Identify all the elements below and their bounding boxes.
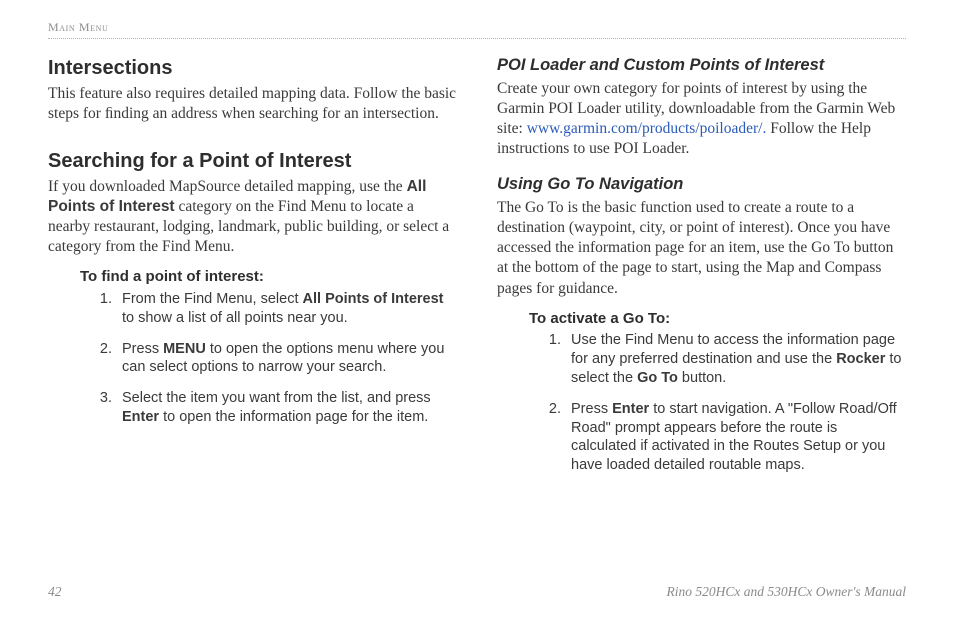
list-item: Press MENU to open the options menu wher… <box>116 340 457 378</box>
poi-search-body: If you downloaded MapSource detailed map… <box>48 177 457 258</box>
header-rule <box>48 38 906 39</box>
list-item: Press Enter to start navigation. A "Foll… <box>565 400 906 475</box>
poi-search-heading: Searching for a Point of Interest <box>48 148 457 174</box>
page-footer: 42 Rino 520HCx and 530HCx Owner's Manual <box>48 583 906 601</box>
poi-loader-body: Create your own category for points of i… <box>497 79 906 160</box>
manual-title: Rino 520HCx and 530HCx Owner's Manual <box>667 583 907 601</box>
list-item: Use the Find Menu to access the informat… <box>565 331 906 388</box>
section-label: Main Menu <box>48 20 906 36</box>
poi-loader-heading: POI Loader and Custom Points of Interest <box>497 55 906 76</box>
list-item: From the Find Menu, select All Points of… <box>116 290 457 328</box>
page-number: 42 <box>48 583 62 601</box>
intersections-heading: Intersections <box>48 55 457 81</box>
intersections-body: This feature also requires detailed mapp… <box>48 84 457 124</box>
poi-steps-title: To ﬁnd a point of interest: <box>80 267 457 287</box>
goto-body: The Go To is the basic function used to … <box>497 198 906 299</box>
poi-steps-list: From the Find Menu, select All Points of… <box>80 290 457 427</box>
poi-steps-block: To ﬁnd a point of interest: From the Fin… <box>48 267 457 427</box>
right-column: POI Loader and Custom Points of Interest… <box>497 49 906 488</box>
content-columns: Intersections This feature also requires… <box>48 49 906 488</box>
goto-steps-list: Use the Find Menu to access the informat… <box>529 331 906 475</box>
goto-steps-block: To activate a Go To: Use the Find Menu t… <box>497 309 906 475</box>
left-column: Intersections This feature also requires… <box>48 49 457 488</box>
list-item: Select the item you want from the list, … <box>116 389 457 427</box>
poi-loader-link[interactable]: www.garmin.com/products/poiloader/. <box>527 120 767 137</box>
goto-steps-title: To activate a Go To: <box>529 309 906 329</box>
goto-heading: Using Go To Navigation <box>497 174 906 195</box>
page-header: Main Menu <box>48 20 906 39</box>
